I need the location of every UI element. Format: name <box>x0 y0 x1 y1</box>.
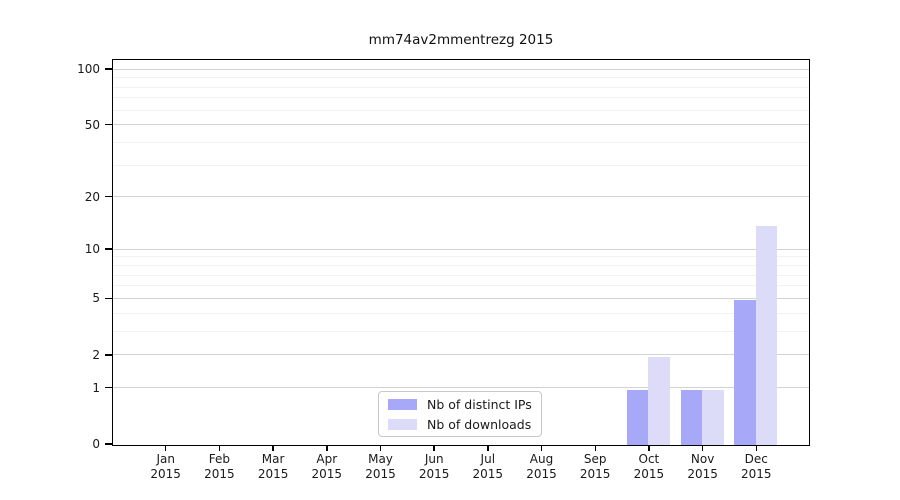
y-tick-1 <box>104 386 113 389</box>
y-tick-2 <box>104 354 113 356</box>
x-tick-label-nov-2015: Nov 2015 <box>687 452 718 481</box>
x-tick-label-jun-2015: Jun 2015 <box>418 452 450 481</box>
x-tick-mar-2015 <box>272 445 274 451</box>
bar-nb-of-distinct-ips-oct-2015 <box>626 389 649 445</box>
bar-nb-of-downloads-dec-2015 <box>755 226 778 445</box>
x-tick-apr-2015 <box>326 445 328 451</box>
bar-nb-of-downloads-nov-2015 <box>702 389 724 445</box>
gridline-y-80 <box>113 86 809 88</box>
x-tick-dec-2015 <box>755 445 758 451</box>
x-tick-aug-2015 <box>540 445 543 451</box>
bar-nb-of-distinct-ips-nov-2015 <box>680 389 703 445</box>
y-tick-label-2: 2 <box>92 347 100 362</box>
gridline-y-2 <box>113 354 809 356</box>
gridline-y-40 <box>113 141 809 143</box>
x-tick-label-feb-2015: Feb 2015 <box>204 452 235 481</box>
x-tick-label-jan-2015: Jan 2015 <box>150 452 181 481</box>
gridline-y-8 <box>113 265 809 266</box>
x-tick-label-may-2015: May 2015 <box>365 452 396 481</box>
x-tick-label-jul-2015: Jul 2015 <box>472 452 504 481</box>
gridline-y-3 <box>113 330 809 332</box>
plot-area <box>112 58 810 446</box>
x-tick-label-oct-2015: Oct 2015 <box>633 452 665 481</box>
x-tick-jun-2015 <box>433 445 435 451</box>
gridline-y-100 <box>113 68 809 70</box>
y-tick-50 <box>104 123 113 126</box>
legend: Nb of distinct IPs Nb of downloads <box>378 391 542 437</box>
gridline-y-90 <box>113 77 809 78</box>
x-tick-label-sep-2015: Sep 2015 <box>579 452 611 481</box>
y-tick-label-10: 10 <box>84 242 100 257</box>
y-tick-10 <box>104 248 113 250</box>
bar-nb-of-downloads-oct-2015 <box>648 356 670 445</box>
gridline-y-20 <box>113 196 809 198</box>
legend-swatch-nb-of-distinct-ips <box>388 398 417 410</box>
x-tick-label-mar-2015: Mar 2015 <box>257 452 289 481</box>
x-tick-nov-2015 <box>701 445 704 451</box>
gridline-y-5 <box>113 297 809 299</box>
x-tick-feb-2015 <box>218 445 221 451</box>
x-tick-jul-2015 <box>487 445 489 451</box>
y-tick-label-100: 100 <box>77 62 100 76</box>
gridline-y-30 <box>113 164 809 166</box>
gridline-y-4 <box>113 312 809 314</box>
y-tick-label-20: 20 <box>84 189 100 204</box>
x-tick-label-dec-2015: Dec 2015 <box>741 452 772 481</box>
y-tick-label-5: 5 <box>92 291 100 306</box>
gridline-y-7 <box>113 274 809 276</box>
legend-label: Nb of distinct IPs <box>427 396 532 412</box>
x-tick-jan-2015 <box>164 445 167 451</box>
x-tick-may-2015 <box>379 445 382 451</box>
y-tick-label-0: 0 <box>92 437 100 451</box>
bar-nb-of-distinct-ips-dec-2015 <box>734 300 756 445</box>
legend-item-nb-of-distinct-ips: Nb of distinct IPs <box>388 394 532 414</box>
gridline-y-60 <box>113 109 809 111</box>
chart-title: mm74av2mmentrezg 2015 <box>368 32 554 48</box>
y-tick-20 <box>104 195 113 198</box>
y-tick-5 <box>104 297 113 300</box>
gridline-y-1 <box>113 387 809 389</box>
y-tick-100 <box>104 68 113 70</box>
legend-label: Nb of downloads <box>427 416 532 432</box>
gridline-y-6 <box>113 285 809 287</box>
legend-item-nb-of-downloads: Nb of downloads <box>388 414 532 434</box>
gridline-y-70 <box>113 97 809 99</box>
x-tick-label-apr-2015: Apr 2015 <box>311 452 343 481</box>
legend-swatch-nb-of-downloads <box>388 418 417 430</box>
gridline-y-50 <box>113 124 809 125</box>
x-tick-label-aug-2015: Aug 2015 <box>526 452 557 481</box>
gridline-y-9 <box>113 256 809 258</box>
y-tick-label-1: 1 <box>92 380 100 395</box>
y-tick-0 <box>104 443 113 445</box>
y-tick-label-50: 50 <box>84 117 100 132</box>
x-tick-sep-2015 <box>594 445 596 451</box>
gridline-y-10 <box>113 248 809 250</box>
x-tick-oct-2015 <box>648 445 650 451</box>
